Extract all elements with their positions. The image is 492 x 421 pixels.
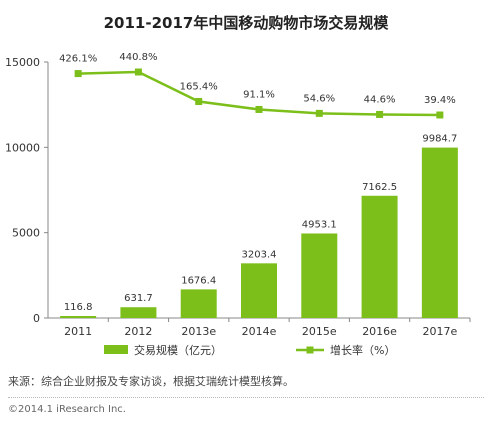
legend-line-label: 增长率（%） (330, 343, 395, 357)
growth-point (74, 70, 82, 78)
axes: 0 5000 10000 15000 2011 2012 2013e 2014e 2015e 20… (5, 56, 471, 338)
bar (241, 263, 277, 318)
growth-line: 426.1% 440.8% 165.4% 91.1% 54.6% 44.6% 39.4% (59, 52, 456, 119)
y-tick-label: 10000 (5, 141, 40, 154)
legend-bar-swatch (104, 345, 128, 354)
x-tick-label: 2012 (124, 325, 152, 338)
bar-data-label: 631.7 (124, 293, 153, 304)
source-note: 来源：综合企业财报及专家访谈，根据艾瑞统计模型核算。 (8, 375, 294, 388)
bar-data-label: 1676.4 (181, 275, 216, 286)
x-tick-label: 2016e (362, 325, 397, 338)
x-tick-label: 2015e (302, 325, 337, 338)
bar (180, 289, 217, 318)
growth-point (255, 105, 263, 113)
chart-title: 2011-2017年中国移动购物市场交易规模 (103, 14, 389, 32)
growth-data-label: 440.8% (119, 52, 157, 63)
growth-point (315, 109, 323, 117)
y-tick-label: 5000 (12, 227, 40, 240)
bar (301, 233, 338, 318)
x-tick-label: 2017e (422, 325, 457, 338)
footer-divider (8, 397, 484, 398)
growth-data-label: 54.6% (303, 93, 335, 104)
bar-data-label: 3203.4 (242, 249, 277, 260)
copyright: ©2014.1 iResearch Inc. (8, 404, 126, 415)
legend: 交易规模（亿元） 增长率（%） (104, 343, 395, 357)
bars: 116.8 631.7 1676.4 3203.4 4953.1 7162.5 9984.7 (60, 134, 458, 318)
y-tick-label: 0 (33, 312, 40, 325)
legend-bar-label: 交易规模（亿元） (134, 343, 222, 357)
x-tick-label: 2011 (64, 325, 92, 338)
bar-data-label: 116.8 (64, 302, 93, 313)
bar (60, 316, 97, 318)
bar (120, 307, 157, 318)
growth-data-label: 426.1% (59, 54, 97, 65)
x-tick-label: 2013e (181, 325, 216, 338)
chart-canvas: 0 5000 10000 15000 2011 2012 2013e 2014e 2015e 20… (5, 52, 471, 357)
y-tick-label: 15000 (5, 56, 40, 69)
bar (361, 195, 398, 318)
growth-data-label: 39.4% (424, 95, 456, 106)
legend-line-marker (306, 346, 314, 354)
growth-point (134, 68, 142, 76)
growth-data-label: 91.1% (243, 89, 275, 100)
growth-data-label: 165.4% (180, 82, 218, 93)
growth-point (195, 98, 203, 106)
growth-point (436, 111, 444, 119)
growth-data-label: 44.6% (364, 94, 396, 105)
x-tick-label: 2014e (242, 325, 277, 338)
bar-data-label: 7162.5 (362, 182, 397, 193)
bar-data-label: 9984.7 (422, 134, 457, 145)
growth-point (376, 110, 384, 118)
bar (421, 147, 458, 318)
bar-data-label: 4953.1 (302, 219, 337, 230)
